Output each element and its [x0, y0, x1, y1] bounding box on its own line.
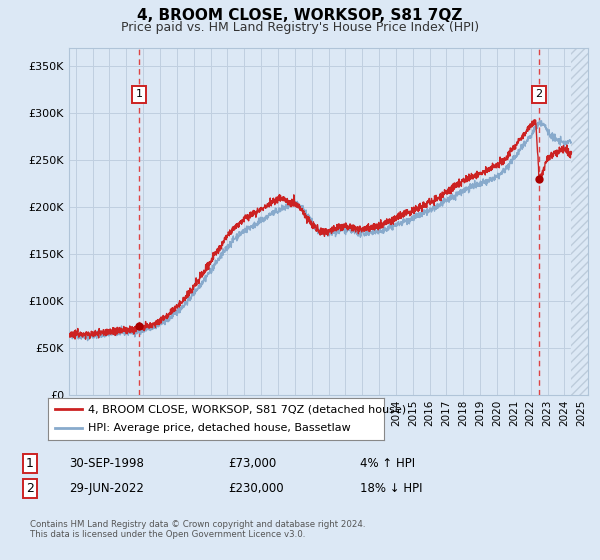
Line: 4, BROOM CLOSE, WORKSOP, S81 7QZ (detached house): 4, BROOM CLOSE, WORKSOP, S81 7QZ (detach…	[69, 120, 571, 339]
Bar	[571, 48, 588, 395]
Text: 1: 1	[136, 90, 142, 100]
Text: Contains HM Land Registry data © Crown copyright and database right 2024.
This d: Contains HM Land Registry data © Crown c…	[30, 520, 365, 539]
HPI: Average price, detached house, Bassetlaw: (1.99e+03, 6.39e+04): Average price, detached house, Bassetlaw…	[65, 332, 73, 338]
4, BROOM CLOSE, WORKSOP, S81 7QZ (detached house)	[461, 176, 468, 183]
Text: 29-JUN-2022: 29-JUN-2022	[69, 482, 144, 495]
HPI: Average price, detached house, Bassetlaw: (2.01e+03, 1.81e+05): Average price, detached house, Bassetlaw…	[310, 222, 317, 228]
Text: 1: 1	[26, 457, 34, 470]
HPI: Average price, detached house, Bassetlaw: (2.02e+03, 2.71e+05): Average price, detached house, Bassetlaw…	[553, 137, 560, 144]
Text: 4, BROOM CLOSE, WORKSOP, S81 7QZ (detached house): 4, BROOM CLOSE, WORKSOP, S81 7QZ (detach…	[88, 404, 406, 414]
4, BROOM CLOSE, WORKSOP, S81 7QZ (detached house)	[82, 336, 89, 343]
Text: £230,000: £230,000	[228, 482, 284, 495]
4, BROOM CLOSE, WORKSOP, S81 7QZ (detached house)	[553, 153, 560, 160]
4, BROOM CLOSE, WORKSOP, S81 7QZ (detached house)	[553, 150, 560, 157]
Text: 30-SEP-1998: 30-SEP-1998	[69, 457, 144, 470]
4, BROOM CLOSE, WORKSOP, S81 7QZ (detached house)	[568, 151, 575, 157]
4, BROOM CLOSE, WORKSOP, S81 7QZ (detached house)	[91, 328, 98, 335]
Text: 2: 2	[26, 482, 34, 495]
Text: 2: 2	[536, 90, 542, 100]
Text: HPI: Average price, detached house, Bassetlaw: HPI: Average price, detached house, Bass…	[88, 423, 351, 433]
Line: HPI: Average price, detached house, Bassetlaw: HPI: Average price, detached house, Bass…	[69, 120, 571, 340]
Text: 4% ↑ HPI: 4% ↑ HPI	[360, 457, 415, 470]
Bar	[571, 48, 588, 395]
Text: £73,000: £73,000	[228, 457, 276, 470]
HPI: Average price, detached house, Bassetlaw: (2e+03, 6.18e+04): Average price, detached house, Bassetlaw…	[91, 333, 98, 340]
4, BROOM CLOSE, WORKSOP, S81 7QZ (detached house)	[310, 218, 317, 225]
Text: 4, BROOM CLOSE, WORKSOP, S81 7QZ: 4, BROOM CLOSE, WORKSOP, S81 7QZ	[137, 8, 463, 24]
Text: 18% ↓ HPI: 18% ↓ HPI	[360, 482, 422, 495]
4, BROOM CLOSE, WORKSOP, S81 7QZ (detached house)	[530, 116, 538, 123]
4, BROOM CLOSE, WORKSOP, S81 7QZ (detached house)	[65, 332, 73, 338]
Text: Price paid vs. HM Land Registry's House Price Index (HPI): Price paid vs. HM Land Registry's House …	[121, 21, 479, 34]
4, BROOM CLOSE, WORKSOP, S81 7QZ (detached house)	[296, 207, 304, 214]
HPI: Average price, detached house, Bassetlaw: (2e+03, 5.77e+04): Average price, detached house, Bassetlaw…	[84, 337, 91, 344]
HPI: Average price, detached house, Bassetlaw: (2.01e+03, 2.02e+05): Average price, detached house, Bassetlaw…	[296, 202, 304, 208]
HPI: Average price, detached house, Bassetlaw: (2.02e+03, 2.72e+05): Average price, detached house, Bassetlaw…	[553, 136, 560, 143]
HPI: Average price, detached house, Bassetlaw: (2.02e+03, 2.69e+05): Average price, detached house, Bassetlaw…	[568, 139, 575, 146]
HPI: Average price, detached house, Bassetlaw: (2.02e+03, 2.92e+05): Average price, detached house, Bassetlaw…	[536, 117, 544, 124]
HPI: Average price, detached house, Bassetlaw: (2.02e+03, 2.19e+05): Average price, detached house, Bassetlaw…	[461, 186, 468, 193]
